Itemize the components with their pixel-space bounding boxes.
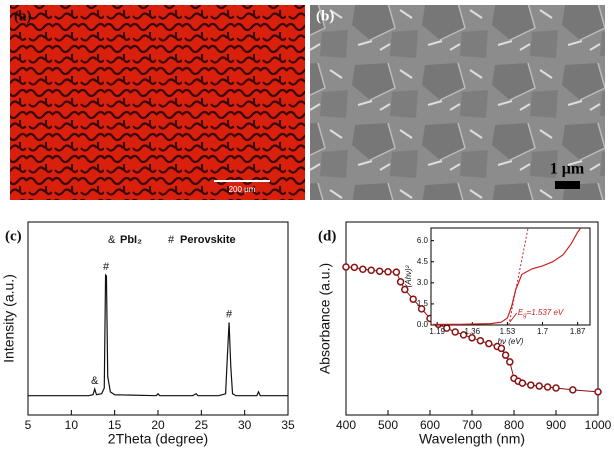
x-axis-label: Wavelength (nm) [419,431,525,447]
x-tick-label: 25 [195,418,209,432]
data-marker [367,266,375,274]
scale-text: 1 μm [550,161,585,178]
optical-texture [10,5,305,200]
data-marker [396,278,405,286]
x-tick-label: 700 [462,418,482,432]
data-marker [497,344,506,353]
legend-symbol: # [168,234,175,246]
data-marker [506,358,514,366]
peak-label: # [103,261,110,273]
data-marker [359,265,367,274]
y-axis-label: Intensity (a.u.) [1,274,17,363]
x-tick-label: 800 [504,418,524,432]
data-marker [350,263,359,272]
x-tick-label: 20 [151,418,165,432]
panel-label: (c) [5,228,22,244]
panel-label: (a) [14,8,32,24]
y-tick-label: 6.0 [417,236,429,245]
x-tick-label: 10 [65,418,79,432]
panel-label: (b) [316,8,334,24]
legend-label: Perovskite [180,234,236,246]
x-tick-label: 15 [108,418,122,432]
data-marker [375,267,384,275]
data-marker [392,268,401,276]
data-marker [417,305,426,313]
plot-frame [27,221,289,416]
x-tick-label: 900 [546,418,566,432]
data-marker [468,334,476,342]
y-axis-label: Absorbance (a.u.) [317,263,333,374]
data-marker [552,384,560,392]
data-marker [409,295,417,303]
x-tick-label: 1000 [585,418,612,432]
inset-clip [433,228,582,325]
data-marker [459,331,468,339]
bandgap-label: Eg=1.537 eV [518,308,564,318]
scale-bar [214,180,270,182]
arrow [509,312,518,323]
x-tick-label: 1.7 [537,327,549,336]
x-tick-label: 400 [336,418,356,432]
x-tick-label: 500 [378,418,398,432]
data-marker [476,336,485,345]
data-marker [535,382,543,390]
y-tick-label: 3.0 [417,278,429,287]
bandgap-text: =1.537 eV [527,308,564,317]
x-tick-label: 1.19 [429,327,445,336]
data-marker [485,339,493,348]
y-tick-label: 1.5 [417,299,429,308]
bandgap-subscript: g [523,313,527,319]
data-marker [527,381,535,389]
x-tick-label: 35 [281,418,295,432]
x-tick-label: 1.87 [570,327,586,336]
data-line [433,228,582,325]
y-tick-label: 0.0 [417,320,429,329]
data-marker [342,263,350,271]
x-tick-label: 30 [238,418,252,432]
sem-image [310,5,605,200]
data-marker [501,351,510,359]
y-tick-label: 4.5 [417,257,429,266]
data-marker [543,383,552,391]
scale-bar [555,181,580,189]
peak-label: # [226,308,233,320]
x-tick-label: 1.36 [465,327,481,336]
x-axis-label: hν (eV) [498,337,524,346]
x-axis-label: 2Theta (degree) [108,431,208,447]
data-marker [518,379,527,387]
legend-label: PbI₂ [120,234,142,246]
data-marker [384,268,392,276]
y-axis-label: (Ahν)² [404,265,413,287]
x-tick-label: 600 [420,418,440,432]
data-marker [451,328,459,336]
legend-symbol: & [108,234,116,246]
data-line [28,273,288,397]
scale-text: 200 μm [229,185,256,194]
data-marker [594,388,602,396]
data-marker [401,285,409,294]
bandgap-symbol: E [518,308,524,317]
panel-label: (d) [318,228,336,244]
peak-label: & [91,375,99,387]
x-tick-label: 1.53 [500,327,516,336]
x-tick-label: 5 [25,418,32,432]
fit-line [508,228,529,325]
data-marker [569,386,577,394]
